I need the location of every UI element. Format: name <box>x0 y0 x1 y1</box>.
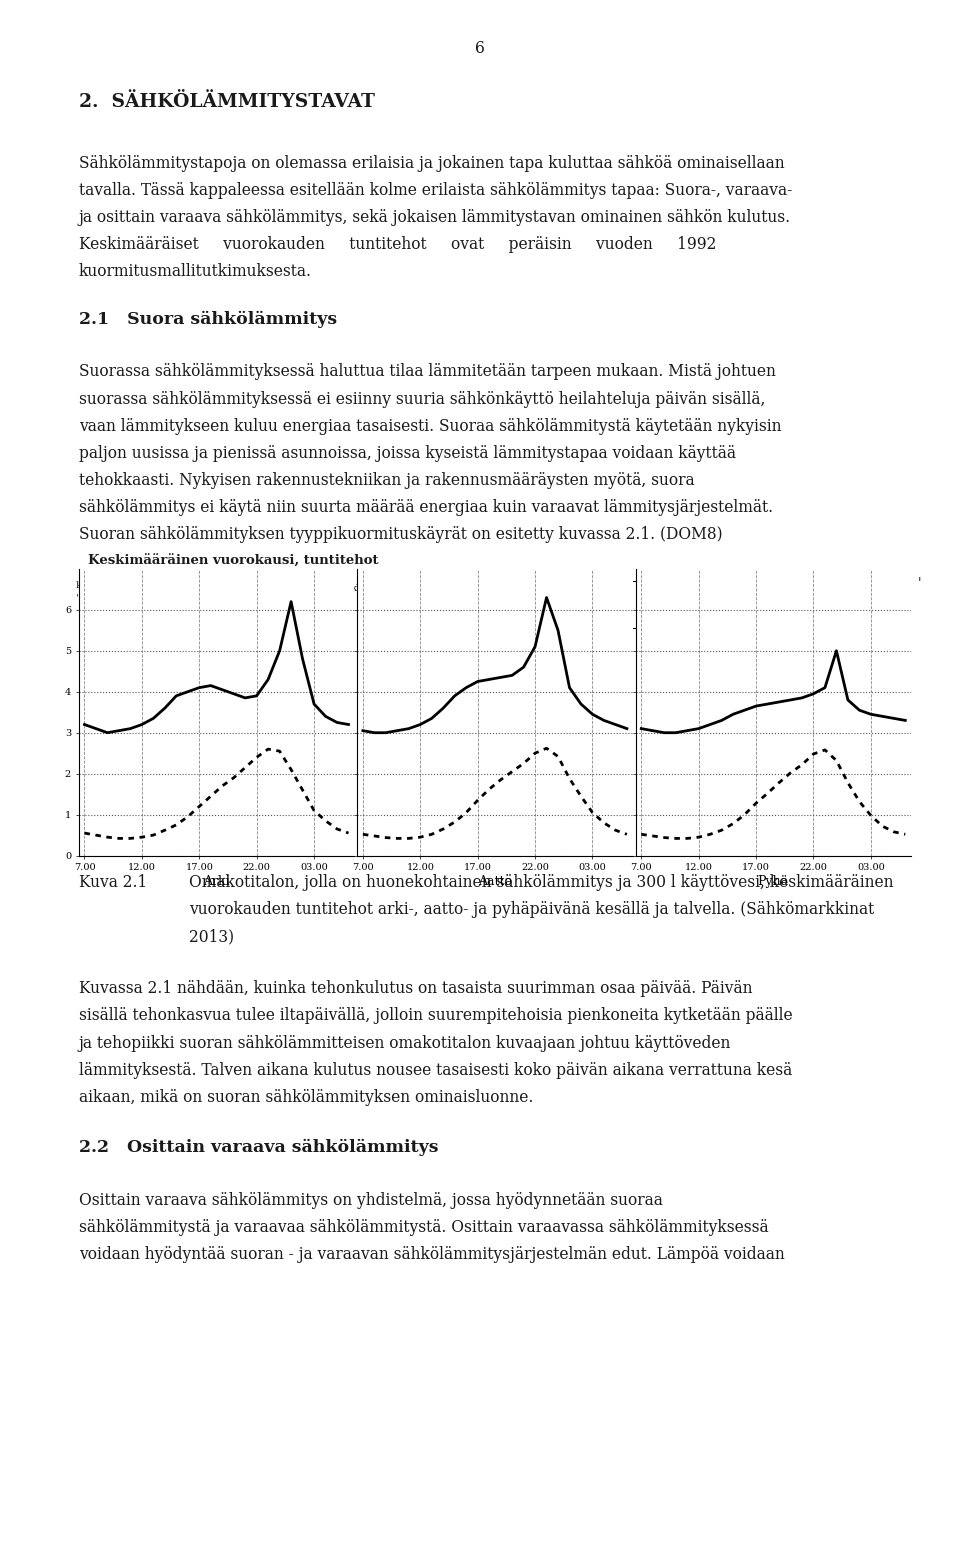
Text: Keskimääräiset     vuorokauden     tuntitehot     ovat     peräisin     vuoden  : Keskimääräiset vuorokauden tuntitehot ov… <box>79 236 716 253</box>
Text: ': ' <box>76 594 79 603</box>
Text: sähkölämmitys ei käytä niin suurta määrää energiaa kuin varaavat lämmitysjärjest: sähkölämmitys ei käytä niin suurta määrä… <box>79 499 773 516</box>
Text: Sähkölämmitystapoja on olemassa erilaisia ja jokainen tapa kuluttaa sähköä omina: Sähkölämmitystapoja on olemassa erilaisi… <box>79 155 784 172</box>
Text: paljon uusissa ja pienissä asunnoissa, joissa kyseistä lämmitystapaa voidaan käy: paljon uusissa ja pienissä asunnoissa, j… <box>79 445 735 462</box>
Text: voidaan hyödyntää suoran - ja varaavan sähkölämmitysjärjestelmän edut. Lämpöä vo: voidaan hyödyntää suoran - ja varaavan s… <box>79 1246 784 1263</box>
Text: 6: 6 <box>475 40 485 57</box>
Text: Keskimääräinen vuorokausi, tuntitehot: Keskimääräinen vuorokausi, tuntitehot <box>88 555 379 567</box>
Text: tehokkaasti. Nykyisen rakennustekniikan ja rakennusmääräysten myötä, suora: tehokkaasti. Nykyisen rakennustekniikan … <box>79 471 694 488</box>
Text: ja tehopiikki suoran sähkölämmitteisen omakotitalon kuvaajaan johtuu käyttöveden: ja tehopiikki suoran sähkölämmitteisen o… <box>79 1034 732 1051</box>
Text: 2.  SÄHKÖLÄMMITYSTAVAT: 2. SÄHKÖLÄMMITYSTAVAT <box>79 93 374 112</box>
Text: kuormitusmallitutkimuksesta.: kuormitusmallitutkimuksesta. <box>79 264 312 281</box>
Text: Kuvassa 2.1 nähdään, kuinka tehonkulutus on tasaista suurimman osaa päivää. Päiv: Kuvassa 2.1 nähdään, kuinka tehonkulutus… <box>79 980 753 997</box>
Text: ja osittain varaava sähkölämmitys, sekä jokaisen lämmitystavan ominainen sähkön : ja osittain varaava sähkölämmitys, sekä … <box>79 209 791 226</box>
Text: vuorokauden tuntitehot arki-, aatto- ja pyhäpäivänä kesällä ja talvella. (Sähköm: vuorokauden tuntitehot arki-, aatto- ja … <box>189 901 875 918</box>
Text: tavalla. Tässä kappaleessa esitellään kolme erilaista sähkölämmitys tapaa: Suora: tavalla. Tässä kappaleessa esitellään ko… <box>79 183 792 198</box>
Text: ': ' <box>350 597 353 606</box>
Text: sähkölämmitystä ja varaavaa sähkölämmitystä. Osittain varaavassa sähkölämmitykse: sähkölämmitystä ja varaavaa sähkölämmity… <box>79 1218 768 1235</box>
Text: kW: kW <box>350 584 368 594</box>
X-axis label: Pyhä: Pyhä <box>757 876 789 888</box>
Text: ': ' <box>918 577 922 589</box>
Text: Osittain varaava sähkölämmitys on yhdistelmä, jossa hyödynnetään suoraa: Osittain varaava sähkölämmitys on yhdist… <box>79 1192 662 1209</box>
Text: Kesä: Kesä <box>592 600 619 609</box>
Text: suorassa sähkölämmityksessä ei esiinny suuria sähkönkäyttö heilahteluja päivän s: suorassa sähkölämmityksessä ei esiinny s… <box>79 391 765 408</box>
Text: kW: kW <box>76 581 93 591</box>
Text: Kuva 2.1: Kuva 2.1 <box>79 874 147 891</box>
Bar <box>372 581 660 628</box>
X-axis label: Arki: Arki <box>204 876 229 888</box>
X-axis label: Aatto: Aatto <box>478 876 512 888</box>
Text: ': ' <box>667 597 670 606</box>
Text: 2.2   Osittain varaava sähkölämmitys: 2.2 Osittain varaava sähkölämmitys <box>79 1139 438 1156</box>
Text: Suorassa sähkölämmityksessä haluttua tilaa lämmitetään tarpeen mukaan. Mistä joh: Suorassa sähkölämmityksessä haluttua til… <box>79 363 776 380</box>
Text: Talvi: Talvi <box>444 600 470 609</box>
Text: 2.1   Suora sähkölämmitys: 2.1 Suora sähkölämmitys <box>79 310 337 329</box>
Text: kW: kW <box>667 584 684 594</box>
Text: sisällä tehonkasvua tulee iltapäivällä, jolloin suurempitehoisia pienkoneita kyt: sisällä tehonkasvua tulee iltapäivällä, … <box>79 1008 792 1025</box>
Text: Omakotitalon, jolla on huonekohtainen sähkölämmitys ja 300 l käyttövesi, keskimä: Omakotitalon, jolla on huonekohtainen sä… <box>189 874 894 891</box>
Text: lämmityksestä. Talven aikana kulutus nousee tasaisesti koko päivän aikana verrat: lämmityksestä. Talven aikana kulutus nou… <box>79 1062 792 1079</box>
Text: 2013): 2013) <box>189 928 234 946</box>
Text: vaan lämmitykseen kuluu energiaa tasaisesti. Suoraa sähkölämmitystä käytetään ny: vaan lämmitykseen kuluu energiaa tasaise… <box>79 417 781 434</box>
Text: Suoran sähkölämmityksen tyyppikuormituskäyrät on esitetty kuvassa 2.1. (DOM8): Suoran sähkölämmityksen tyyppikuormitusk… <box>79 525 722 542</box>
Text: aikaan, mikä on suoran sähkölämmityksen ominaisluonne.: aikaan, mikä on suoran sähkölämmityksen … <box>79 1088 533 1105</box>
